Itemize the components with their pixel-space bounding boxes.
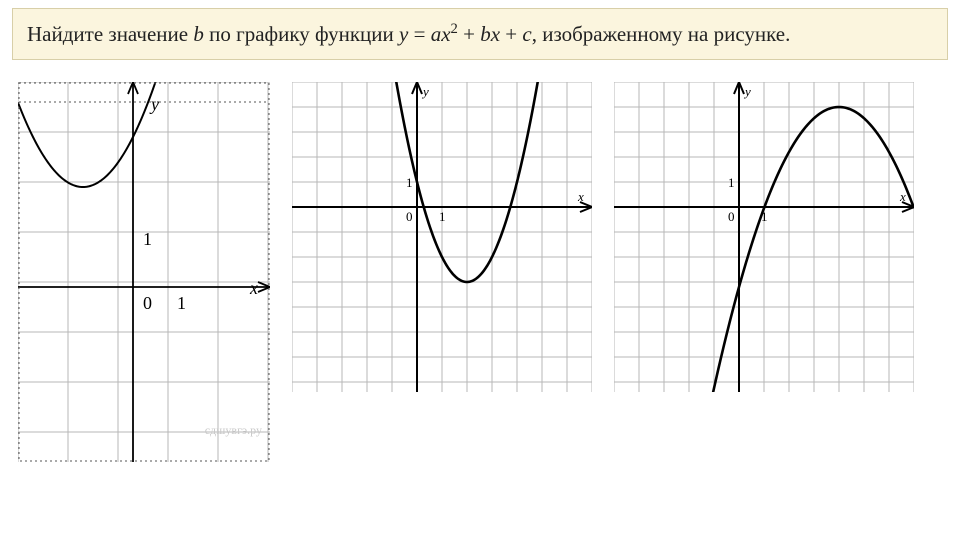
svg-text:0: 0 <box>406 209 413 224</box>
svg-text:x: x <box>577 189 584 204</box>
svg-text:1: 1 <box>439 209 446 224</box>
svg-text:сдшувгэ.ру: сдшувгэ.ру <box>205 423 262 437</box>
svg-text:0: 0 <box>143 293 152 313</box>
charts-row: сдшувгэ.ру y x 0 1 1 y x 0 1 1 y x 0 1 1 <box>0 82 960 462</box>
svg-text:1: 1 <box>143 229 152 249</box>
svg-text:1: 1 <box>406 175 413 190</box>
svg-text:y: y <box>743 84 751 99</box>
svg-text:x: x <box>249 278 258 298</box>
svg-text:1: 1 <box>761 209 768 224</box>
svg-text:0: 0 <box>728 209 735 224</box>
svg-text:y: y <box>421 84 429 99</box>
svg-text:1: 1 <box>177 293 186 313</box>
question-box: Найдите значение b по графику функции y … <box>12 8 948 60</box>
chart-2: y x 0 1 1 <box>292 82 592 392</box>
svg-text:x: x <box>899 189 906 204</box>
question-text: Найдите значение b по графику функции y … <box>27 22 790 46</box>
svg-text:1: 1 <box>728 175 735 190</box>
chart-1: сдшувгэ.ру y x 0 1 1 <box>18 82 270 462</box>
svg-text:y: y <box>149 94 159 114</box>
chart-3: y x 0 1 1 <box>614 82 914 392</box>
